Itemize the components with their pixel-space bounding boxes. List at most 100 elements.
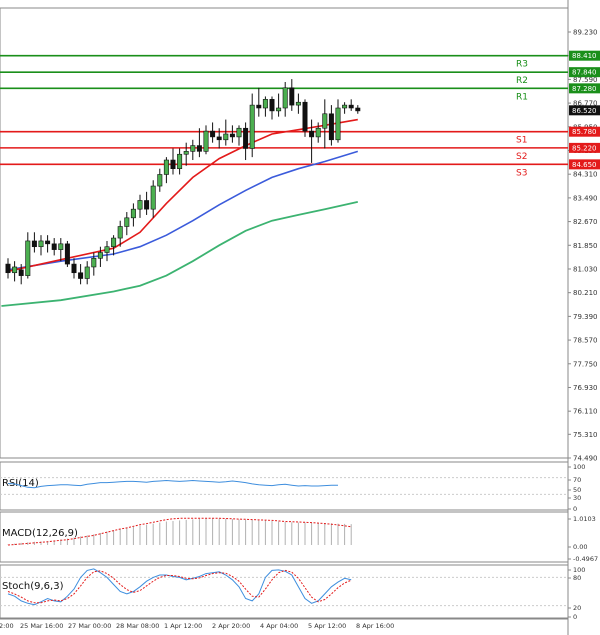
candle-body <box>249 104 255 149</box>
candle-body <box>144 200 150 210</box>
candle-body <box>196 145 202 152</box>
main-frame <box>0 7 569 459</box>
time-tick-label: 8 Apr 16:00 <box>356 622 394 630</box>
current-price-box <box>569 105 600 116</box>
time-tick-label: 5 Apr 12:00 <box>308 622 346 630</box>
level-name-r1: R1 <box>516 92 528 102</box>
stoch-d-line <box>7 569 352 604</box>
candle-body <box>295 101 301 106</box>
candle-body <box>183 151 189 155</box>
candle-body <box>38 240 44 248</box>
price-tick-label: 74.490 <box>573 455 598 463</box>
candle-body <box>322 113 328 129</box>
level-price-box <box>569 83 600 94</box>
candle-body <box>262 99 268 109</box>
ma-mid-line <box>7 150 359 271</box>
candle-body <box>163 159 169 175</box>
candle-body <box>282 87 288 109</box>
time-tick-label: 27 Mar 00:00 <box>68 622 111 630</box>
main-grid <box>0 7 569 459</box>
rsi-tick-label: 100 <box>573 463 585 471</box>
candle-body <box>124 217 130 227</box>
candle-body <box>18 269 24 276</box>
candle-body <box>203 130 209 152</box>
candle-body <box>210 130 216 138</box>
price-tick-label: 79.390 <box>573 313 598 321</box>
price-tick-label: 86.770 <box>573 100 598 108</box>
stoch-tick-label: 0 <box>573 613 577 621</box>
level-price-box <box>569 67 600 78</box>
price-tick-label: 87.590 <box>573 76 598 84</box>
level-price-label: 87.840 <box>572 69 597 77</box>
macd-tick-label: 1.0103 <box>573 515 596 523</box>
stoch-label: Stoch(9,6,3) <box>2 581 64 592</box>
candle-body <box>309 130 315 138</box>
stoch-tick-label: 80 <box>573 574 581 582</box>
price-tick-label: 75.310 <box>573 431 598 439</box>
candle-body <box>157 174 163 187</box>
candle-body <box>276 107 282 112</box>
level-name-s2: S2 <box>516 152 527 162</box>
level-price-box <box>569 126 600 137</box>
candle-body <box>117 226 123 239</box>
price-tick-label: 78.570 <box>573 337 598 345</box>
price-tick-label: 76.110 <box>573 408 598 416</box>
candle-body <box>342 104 348 109</box>
candle-body <box>5 263 11 274</box>
macd-label: MACD(12,26,9) <box>2 528 78 539</box>
time-axis: 2:00 25 Mar 16:00 27 Mar 00:00 28 Mar 08:00… <box>0 618 568 630</box>
candle-body <box>190 145 196 152</box>
macd-panel: MACD(12,26,9) 1.0103 0.00 -0.4967 <box>0 511 598 563</box>
candle-body <box>137 200 143 210</box>
candle-body <box>25 240 31 276</box>
candle-body <box>71 263 77 274</box>
candle-body <box>355 107 361 112</box>
candle-body <box>223 133 229 141</box>
candle-body <box>78 272 84 279</box>
rsi-line <box>7 479 338 489</box>
candle-body <box>104 246 110 253</box>
rsi-tick-label: 0 <box>573 505 577 513</box>
candle-body <box>236 127 242 138</box>
price-tick-label: 84.310 <box>573 171 598 179</box>
time-tick-label: 1 Apr 12:00 <box>164 622 202 630</box>
price-tick-label: 82.670 <box>573 218 598 226</box>
candle-body <box>315 127 321 138</box>
macd-signal-line <box>7 517 352 546</box>
rsi-frame <box>0 461 569 511</box>
candle-body <box>58 243 64 250</box>
macd-frame <box>0 511 569 563</box>
candle-body <box>170 159 176 169</box>
candle-body <box>335 107 341 141</box>
candle-body <box>45 240 51 245</box>
time-tick-label: 2:00 <box>0 622 14 630</box>
stoch-k-line <box>7 568 352 606</box>
level-price-label: 84.650 <box>572 161 597 169</box>
level-name-r2: R2 <box>516 76 528 86</box>
level-name-r3: R3 <box>516 60 528 70</box>
level-name-s3: S3 <box>516 168 527 178</box>
ma-slow-line <box>1 201 358 307</box>
candle-body <box>91 257 97 268</box>
level-price-box <box>569 142 600 153</box>
time-tick-label: 2 Apr 20:00 <box>212 622 250 630</box>
macd-tick-label: -0.4967 <box>573 555 598 563</box>
candle-body <box>256 104 262 109</box>
rsi-tick-label: 50 <box>573 486 581 494</box>
price-tick-label: 83.490 <box>573 194 598 202</box>
candle-body <box>31 240 37 248</box>
rsi-label: RSI(14) <box>2 478 39 489</box>
candle-body <box>328 113 334 141</box>
current-price-label: 86.520 <box>572 107 597 115</box>
candle-body <box>302 101 308 132</box>
price-tick-label: 80.210 <box>573 289 598 297</box>
time-tick-label: 25 Mar 16:00 <box>20 622 63 630</box>
level-price-label: 85.780 <box>572 128 597 136</box>
level-price-box <box>569 50 600 61</box>
price-tick-label: 81.030 <box>573 265 598 273</box>
support-resistance-levels: R3 88.410 R2 87.840 R1 87.280 S1 85.780 S2 85.220… <box>0 50 600 178</box>
candle-body <box>177 153 183 169</box>
